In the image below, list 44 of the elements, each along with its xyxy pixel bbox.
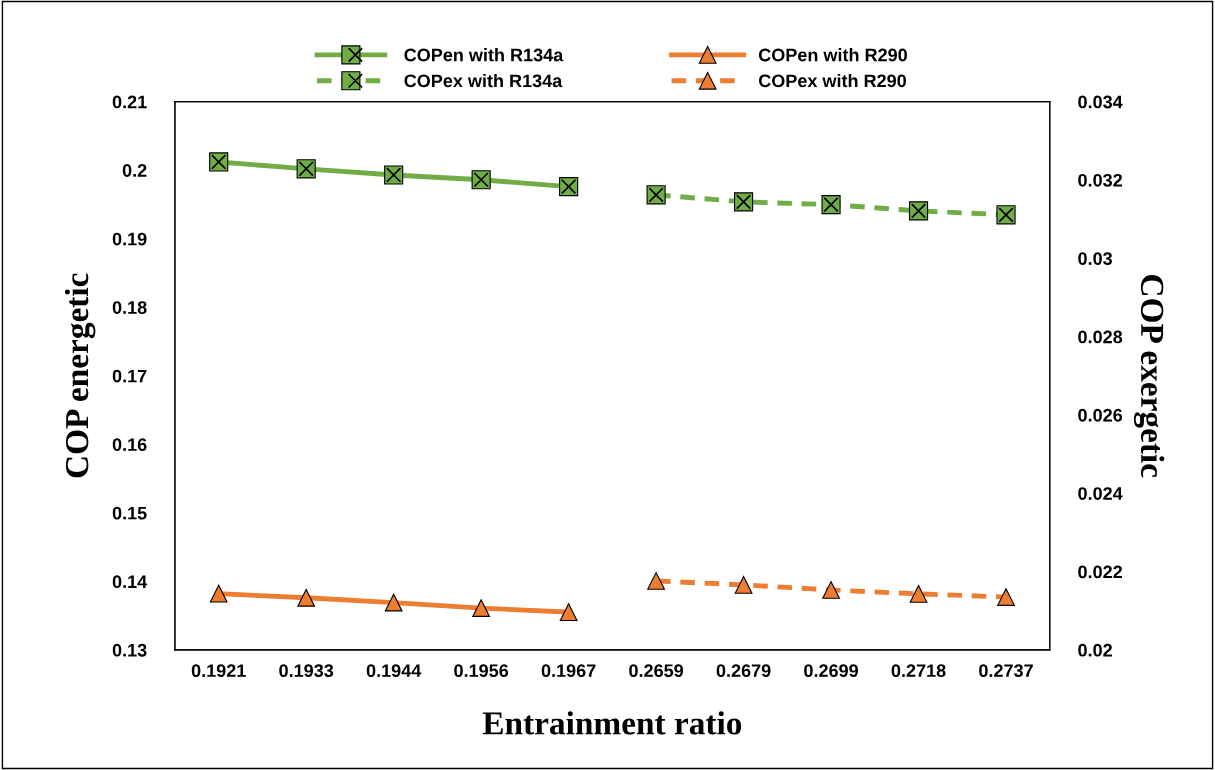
y2-tick-label: 0.026 — [1078, 408, 1123, 422]
y2-tick-label: 0.034 — [1078, 95, 1123, 109]
x-tick-label: 0.2679 — [716, 664, 771, 678]
y-tick-label: 0.17 — [112, 369, 147, 383]
y-tick-label: 0.2 — [122, 164, 147, 177]
y-tick-label: 0.15 — [112, 506, 147, 520]
x-tick-label: 0.1933 — [279, 664, 334, 678]
x-tick-label: 0.2659 — [629, 664, 684, 678]
legend-label: COPen with R134a — [404, 48, 564, 62]
x-tick-label: 0.1944 — [366, 664, 422, 678]
x-axis-title: Entrainment ratio — [482, 711, 742, 735]
y-axis-title: COP energetic — [64, 273, 96, 478]
y-tick-label: 0.16 — [112, 438, 147, 452]
y2-tick-label: 0.02 — [1078, 643, 1112, 657]
x-tick-label: 0.2737 — [979, 664, 1033, 678]
point — [559, 603, 578, 622]
y-tick-label: 0.13 — [112, 643, 147, 657]
y-tick-label: 0.14 — [112, 575, 148, 589]
point — [472, 599, 491, 617]
x-tick-label: 0.1921 — [191, 664, 246, 678]
y2-tick-label: 0.024 — [1078, 487, 1123, 500]
legend-label: COPen with R290 — [758, 48, 907, 62]
point — [734, 575, 753, 594]
point — [997, 588, 1015, 606]
y2-tick-label: 0.032 — [1078, 173, 1122, 187]
y2-tick-label: 0.022 — [1078, 565, 1122, 579]
x-tick-label: 0.2718 — [891, 664, 946, 678]
point — [209, 584, 228, 603]
y2-tick-label: 0.03 — [1078, 252, 1113, 266]
point — [297, 588, 316, 607]
point — [647, 572, 665, 590]
y-tick-label: 0.19 — [112, 232, 147, 246]
legend-label: COPex with R134a — [404, 73, 563, 88]
point — [909, 584, 928, 603]
point — [822, 581, 840, 599]
x-tick-label: 0.1956 — [454, 664, 509, 678]
legend-label: COPex with R290 — [758, 73, 906, 88]
x-tick-label: 0.1967 — [541, 664, 596, 678]
y-tick-label: 0.21 — [112, 95, 147, 109]
y-tick-label: 0.18 — [112, 301, 147, 314]
point — [384, 593, 403, 612]
y2-tick-label: 0.028 — [1078, 330, 1123, 344]
y2-axis-title: COP exergetic — [1133, 275, 1165, 478]
x-tick-label: 0.2699 — [804, 664, 859, 678]
